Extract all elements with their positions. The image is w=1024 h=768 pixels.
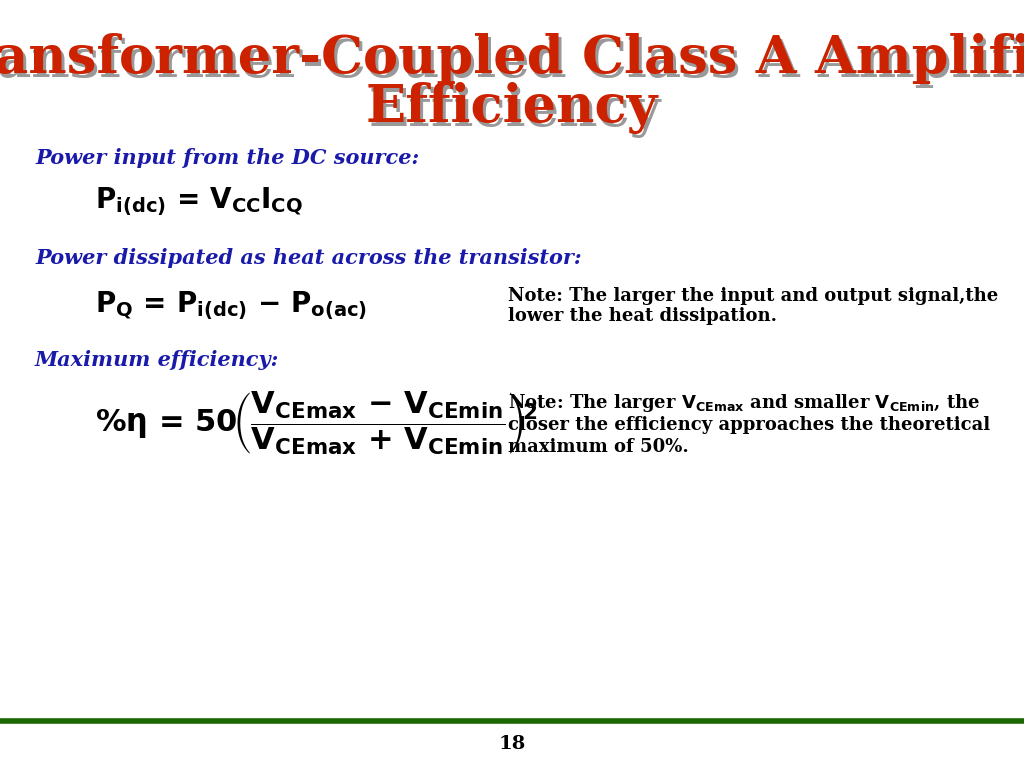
Text: Power input from the DC source:: Power input from the DC source: [35, 148, 419, 168]
Text: $\mathbf{P_{i(dc)}\,{=}\,V_{CC}I_{CQ}}$: $\mathbf{P_{i(dc)}\,{=}\,V_{CC}I_{CQ}}$ [95, 184, 303, 217]
Text: Power dissipated as heat across the transistor:: Power dissipated as heat across the tran… [35, 248, 582, 268]
Text: Note: The larger $\mathbf{V_{CEmax}}$ and smaller $\mathbf{V_{CEmin}}$, the: Note: The larger $\mathbf{V_{CEmax}}$ an… [508, 392, 980, 414]
Text: Efficiency: Efficiency [366, 82, 658, 134]
Text: $\mathbf{P_Q\,{=}\,P_{i(dc)}\,-\,P_{o(ac)}}$: $\mathbf{P_Q\,{=}\,P_{i(dc)}\,-\,P_{o(ac… [95, 290, 367, 323]
Text: lower the heat dissipation.: lower the heat dissipation. [508, 307, 777, 325]
Text: Transformer-Coupled Class A Amplifier: Transformer-Coupled Class A Amplifier [0, 37, 1024, 88]
Text: 18: 18 [499, 735, 525, 753]
Text: Efficiency: Efficiency [369, 86, 662, 138]
Text: Maximum efficiency:: Maximum efficiency: [35, 350, 280, 370]
Text: $\mathbf{\%\eta\,{=}\,50\!\left(\dfrac{V_{CEmax}\,-\,V_{CEmin}}{V_{CEmax}\,+\,V_: $\mathbf{\%\eta\,{=}\,50\!\left(\dfrac{V… [95, 389, 538, 457]
Text: maximum of 50%.: maximum of 50%. [508, 438, 689, 456]
Text: Note: The larger the input and output signal,the: Note: The larger the input and output si… [508, 287, 998, 305]
Text: closer the efficiency approaches the theoretical: closer the efficiency approaches the the… [508, 416, 990, 434]
Text: Transformer-Coupled Class A Amplifier: Transformer-Coupled Class A Amplifier [0, 32, 1024, 84]
